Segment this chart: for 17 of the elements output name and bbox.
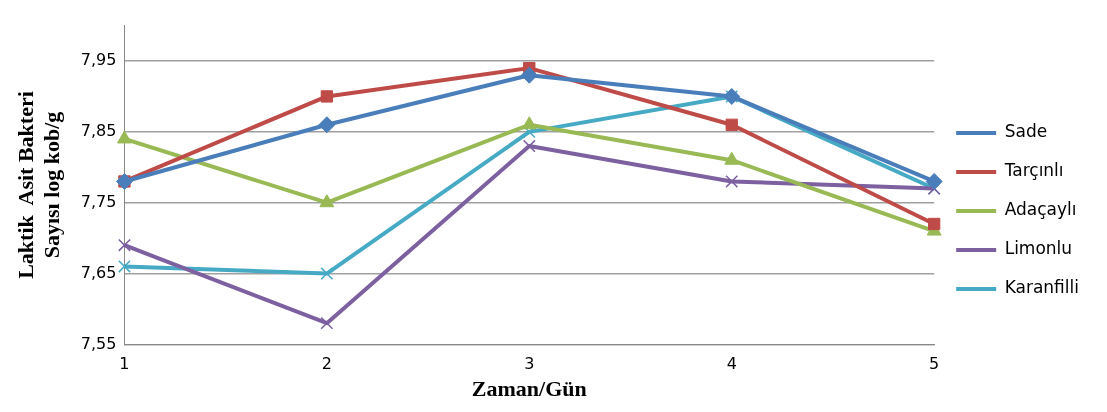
legend-label: Tarçınlı: [1003, 160, 1064, 181]
y-tick-label: 7,85: [80, 121, 117, 141]
x-tick-label: 5: [929, 354, 940, 374]
y-tick-label: 7,55: [80, 333, 117, 353]
x-tick-label: 4: [726, 354, 737, 374]
x-tick-label: 1: [119, 354, 130, 374]
y-tick-label: 7,75: [80, 191, 117, 211]
legend-label: Sade: [1004, 121, 1048, 142]
legend-label: Limonlu: [1004, 238, 1073, 259]
y-tick-label: 7,95: [80, 50, 117, 70]
legend-label: Adaçaylı: [1004, 199, 1077, 220]
x-tick-label: 3: [524, 354, 535, 374]
y-tick-label: 7,65: [80, 262, 117, 282]
x-tick-label: 2: [321, 354, 332, 374]
legend-label: Karanfilli: [1004, 277, 1079, 298]
x-axis-title: Zaman/Gün: [471, 376, 587, 402]
y-axis-title: Laktik Asit Bakteri Sayısı log kob/g: [12, 91, 65, 279]
